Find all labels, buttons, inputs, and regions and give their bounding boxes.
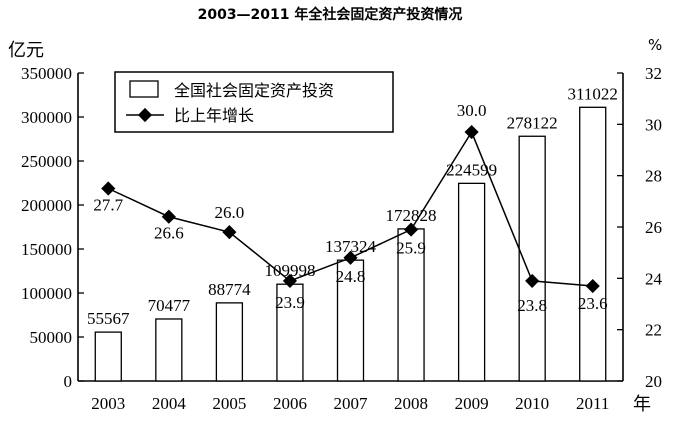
line-point-marker (525, 273, 540, 288)
bar-value-label: 311022 (568, 84, 618, 103)
right-axis-tick-label: 28 (645, 167, 662, 186)
left-axis-tick-label: 300000 (21, 108, 72, 127)
right-axis-tick-label: 26 (645, 218, 662, 237)
line-point-marker (161, 209, 176, 224)
bar (579, 106, 607, 382)
legend-bar-swatch (129, 80, 159, 98)
bar (336, 259, 365, 382)
line-value-label: 26.6 (154, 224, 184, 243)
right-axis-tick-label: 32 (645, 64, 662, 83)
bar (457, 182, 486, 382)
left-axis-tick-label: 250000 (21, 152, 72, 171)
bar-series (94, 106, 607, 382)
bar (397, 228, 425, 382)
line-value-label: 23.8 (517, 296, 547, 315)
bar (155, 318, 183, 382)
line-point-marker (282, 273, 298, 288)
legend-line-label: 比上年增长 (174, 106, 254, 125)
line-point-marker (585, 278, 600, 294)
x-axis-tick-label: 2006 (273, 394, 307, 413)
x-axis-tick-label: 2007 (334, 394, 369, 413)
bar-value-label: 55567 (87, 309, 130, 328)
line-point-marker (222, 225, 237, 240)
x-axis-tick-label: 2003 (91, 394, 125, 413)
x-axis-tick-label: 2008 (394, 394, 428, 413)
line-point-marker (464, 124, 479, 140)
line-point-marker (101, 181, 116, 196)
right-axis-tick-label: 20 (645, 372, 662, 391)
bar (215, 302, 244, 382)
x-axis-tick-label: 2004 (152, 394, 187, 413)
line-series (101, 124, 600, 294)
bar-value-label: 70477 (148, 296, 191, 315)
bar-value-label: 109998 (264, 261, 315, 280)
x-axis-tick-label: 2010 (515, 394, 549, 413)
bar-value-label: 137324 (325, 237, 377, 256)
bar-value-label: 278122 (507, 113, 558, 132)
left-axis-tick-label: 50000 (30, 328, 73, 347)
left-axis-ticks: 0 50000 100000 150000 200000 250000 300000 3500… (21, 64, 84, 391)
line-value-label: 30.0 (457, 101, 487, 120)
legend-box (114, 71, 394, 133)
left-axis-tick-label: 100000 (21, 284, 72, 303)
line-value-label: 24.8 (336, 267, 366, 286)
right-axis-tick-label: 22 (645, 321, 662, 340)
line-value-label: 25.9 (396, 239, 426, 258)
right-axis-tick-label: 24 (645, 269, 663, 288)
left-axis-tick-label: 200000 (21, 196, 72, 215)
bar (518, 135, 546, 382)
legend: 全国社会固定资产投资 比上年增长 (114, 71, 394, 133)
x-axis-unit: 年 (633, 394, 651, 415)
bar-data-labels: 5556770477887741099981373241728282245992… (87, 84, 618, 328)
left-axis-tick-label: 150000 (21, 240, 72, 259)
x-axis-tick-label: 2011 (576, 394, 609, 413)
bar-value-label: 224599 (446, 160, 497, 179)
x-axis-tick-label: 2005 (212, 394, 246, 413)
legend-bar-label: 全国社会固定资产投资 (174, 81, 334, 100)
line-value-label: 23.9 (275, 293, 305, 312)
left-axis-unit: 亿元 (8, 40, 44, 61)
bar-value-label: 172828 (386, 206, 437, 225)
right-axis-ticks: 20 22 24 26 28 30 32 (617, 64, 663, 391)
right-axis-tick-label: 30 (645, 115, 662, 134)
line-data-labels: 27.7 26.6 26.0 23.9 24.8 25.9 30.0 23.8 23.6 (93, 101, 607, 315)
line-point-marker (403, 222, 419, 237)
left-axis-tick-label: 350000 (21, 64, 72, 83)
line-value-label: 23.6 (578, 294, 608, 313)
x-axis-tick-label: 2009 (455, 394, 489, 413)
line-value-label: 26.0 (215, 203, 245, 222)
chart-title: 2003—2011 年全社会固定资产投资情况 (198, 6, 463, 23)
right-axis-unit: % (648, 36, 662, 54)
left-axis-tick-label: 0 (64, 372, 73, 391)
bar (94, 331, 122, 382)
line-value-label: 27.7 (93, 196, 123, 215)
x-axis-ticks: 2003 2004 2005 2006 2007 2008 2009 2010 2011 (91, 394, 609, 413)
bar-value-label: 88774 (208, 280, 251, 299)
